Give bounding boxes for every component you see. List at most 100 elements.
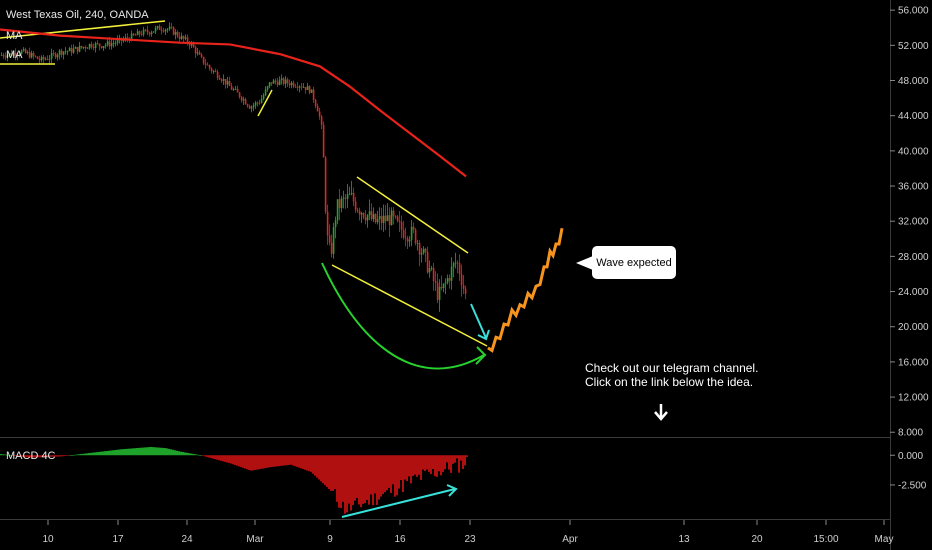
macd-bar (66, 455, 68, 456)
candle-body (110, 43, 113, 47)
macd-bar (392, 455, 394, 485)
candle-body (224, 78, 227, 85)
candle-body (10, 53, 13, 56)
candle-body (30, 52, 33, 58)
candle-body (424, 248, 427, 252)
macd-bar (2, 454, 4, 456)
candle-body (464, 288, 467, 294)
candle-body (310, 89, 313, 93)
macd-bar (86, 453, 88, 456)
candle-body (404, 237, 407, 239)
candle-body (182, 36, 185, 39)
channel-line-upper (356, 176, 469, 254)
macd-bar (380, 455, 382, 497)
candle-body (402, 229, 405, 238)
candle-body (28, 52, 31, 58)
candle-body (60, 50, 63, 55)
candle-body (294, 86, 297, 88)
macd-bar (64, 455, 66, 456)
macd-bar (136, 448, 138, 456)
macd-bar (68, 455, 70, 456)
macd-bar (266, 455, 268, 468)
cyan-arrow-price-head (477, 329, 490, 341)
candle-body (150, 32, 153, 35)
time-tick-label: Mar (246, 534, 264, 545)
candle-body (174, 31, 177, 35)
candle-body (212, 70, 215, 72)
candle-body (84, 46, 87, 49)
ma-legend-1[interactable]: MA (6, 30, 23, 42)
macd-bar (414, 455, 416, 475)
candle-body (326, 211, 329, 236)
candle-body (44, 58, 47, 60)
macd-bar (318, 455, 320, 480)
macd-bar (314, 455, 316, 476)
macd-bar (154, 447, 156, 456)
macd-axis: 0.000 -2.500 (890, 451, 927, 491)
wave-note-text: Wave expected (596, 256, 672, 269)
candle-body (274, 80, 277, 82)
candle-body (186, 37, 189, 43)
candlesticks (0, 22, 467, 312)
macd-bar (460, 455, 462, 461)
candle-body (8, 53, 11, 55)
macd-legend[interactable]: MACD 4C (6, 450, 56, 462)
macd-bar (32, 455, 34, 458)
wave-note[interactable]: Wave expected (592, 246, 676, 279)
macd-bar (120, 449, 122, 456)
macd-bar (356, 455, 358, 498)
time-tick-label: 13 (678, 534, 690, 545)
macd-bar (14, 455, 16, 456)
candle-body (382, 215, 385, 224)
macd-bar (50, 455, 52, 457)
macd-bar (370, 455, 372, 495)
macd-bar (96, 452, 98, 456)
macd-bar (12, 455, 14, 456)
candle-body (192, 43, 195, 48)
candle-body (412, 226, 415, 230)
macd-bar (220, 455, 222, 461)
macd-bar (386, 455, 388, 491)
candle-body (394, 216, 397, 218)
macd-bar (184, 452, 186, 456)
candle-body (96, 43, 99, 45)
macd-bar (168, 448, 170, 456)
macd-bar (316, 455, 318, 478)
macd-bar (354, 455, 356, 501)
macd-bar (454, 455, 456, 463)
candle-body (48, 58, 51, 60)
candle-body (272, 80, 275, 84)
macd-bar (446, 455, 448, 463)
candle-body (344, 197, 347, 199)
candle-body (158, 26, 161, 30)
macd-bar (464, 455, 466, 466)
macd-bar (246, 455, 248, 470)
macd-bar (188, 453, 190, 456)
candle-body (448, 278, 451, 281)
macd-bar (432, 455, 434, 470)
cyan-arrow-macd-shaft (341, 488, 456, 518)
candle-body (306, 86, 309, 91)
candle-body (208, 65, 211, 69)
candle-body (298, 86, 301, 88)
macd-bar (218, 455, 220, 461)
macd-bar (252, 455, 254, 471)
macd-bar (466, 455, 468, 457)
macd-bar (352, 455, 354, 506)
candle-body (114, 42, 117, 44)
macd-bar (288, 455, 290, 465)
macd-bar (10, 455, 12, 456)
macd-bar (376, 455, 378, 505)
macd-bar (114, 450, 116, 456)
candle-body (258, 102, 261, 104)
macd-bar (310, 455, 312, 472)
macd-bar (250, 455, 252, 471)
macd-bar (198, 454, 200, 456)
candle-body (200, 54, 203, 57)
ma-legend-2[interactable]: MA (6, 49, 23, 61)
candle-body (440, 286, 443, 289)
candle-body (360, 213, 363, 215)
macd-bar (74, 454, 76, 456)
candle-body (376, 219, 379, 223)
